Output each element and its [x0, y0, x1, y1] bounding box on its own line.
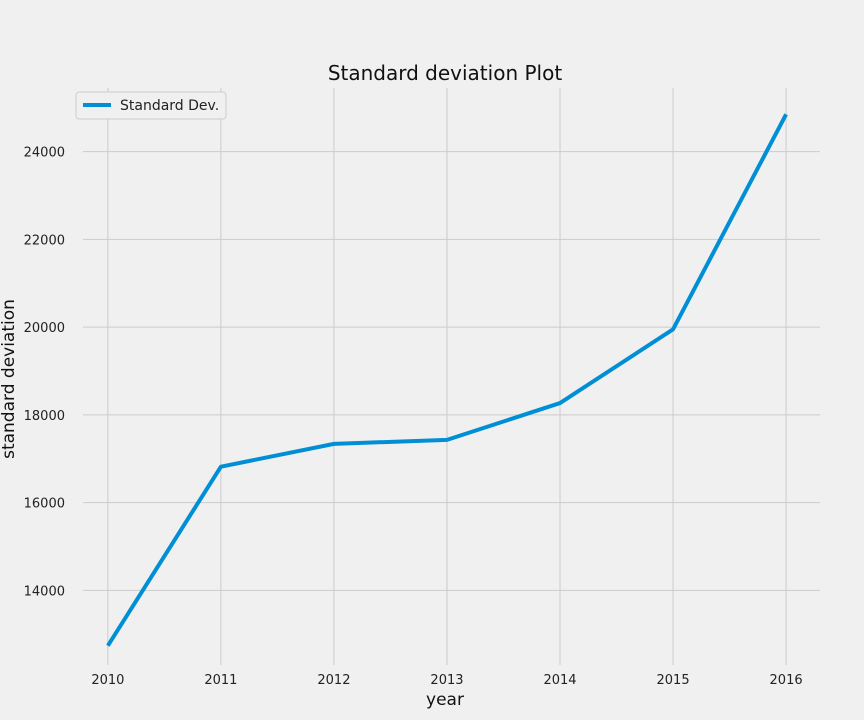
x-tick-labels: 2010 2011 2012 2013 2014 2015 2016 [91, 673, 802, 688]
y-tick-label: 18000 [24, 409, 65, 424]
grid [83, 88, 820, 665]
y-tick-label: 24000 [24, 146, 65, 161]
legend-frame [75, 91, 227, 120]
y-tick-labels: 14000 16000 18000 20000 22000 24000 [24, 146, 65, 600]
chart-title: Standard deviation Plot [328, 61, 563, 85]
y-tick-label: 16000 [24, 497, 65, 512]
x-tick-label: 2015 [657, 673, 690, 688]
x-tick-label: 2014 [543, 673, 576, 688]
y-axis-label: standard deviation [0, 299, 19, 459]
legend-label: Standard Dev. [120, 98, 219, 114]
series-line [106, 113, 788, 647]
x-axis-label: year [426, 690, 464, 710]
y-tick-label: 20000 [24, 321, 65, 336]
legend: Standard Dev. [75, 91, 227, 120]
x-tick-label: 2016 [770, 673, 803, 688]
x-tick-label: 2010 [91, 673, 124, 688]
x-tick-label: 2011 [204, 673, 237, 688]
series-layer [106, 113, 788, 647]
y-tick-label: 22000 [24, 233, 65, 248]
x-tick-label: 2013 [430, 673, 463, 688]
x-tick-label: 2012 [317, 673, 350, 688]
y-tick-label: 14000 [24, 584, 65, 599]
